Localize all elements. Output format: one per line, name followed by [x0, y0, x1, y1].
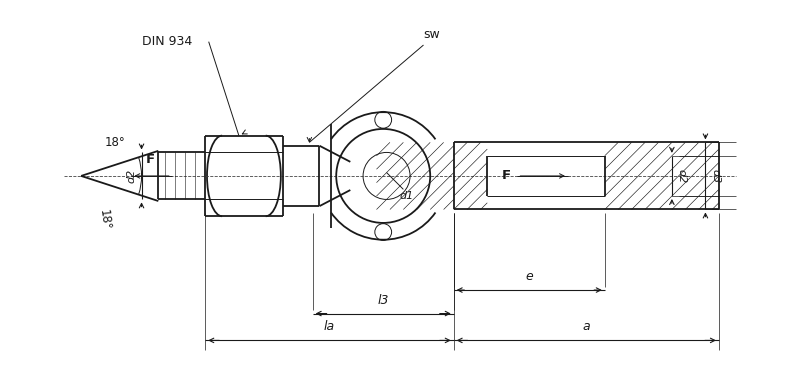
Text: F: F: [146, 153, 155, 166]
Text: l3: l3: [378, 294, 389, 307]
Text: d2: d2: [677, 169, 687, 183]
Text: F: F: [502, 169, 510, 182]
Text: sw: sw: [423, 28, 440, 41]
Text: d3: d3: [710, 169, 721, 183]
Text: e: e: [526, 270, 533, 283]
Text: d2: d2: [126, 169, 137, 183]
Text: a: a: [582, 320, 590, 333]
Text: DIN 934: DIN 934: [142, 35, 192, 48]
Text: la: la: [324, 320, 335, 333]
Text: d1: d1: [399, 191, 414, 201]
Text: 18°: 18°: [97, 208, 113, 231]
Text: 18°: 18°: [104, 136, 125, 149]
